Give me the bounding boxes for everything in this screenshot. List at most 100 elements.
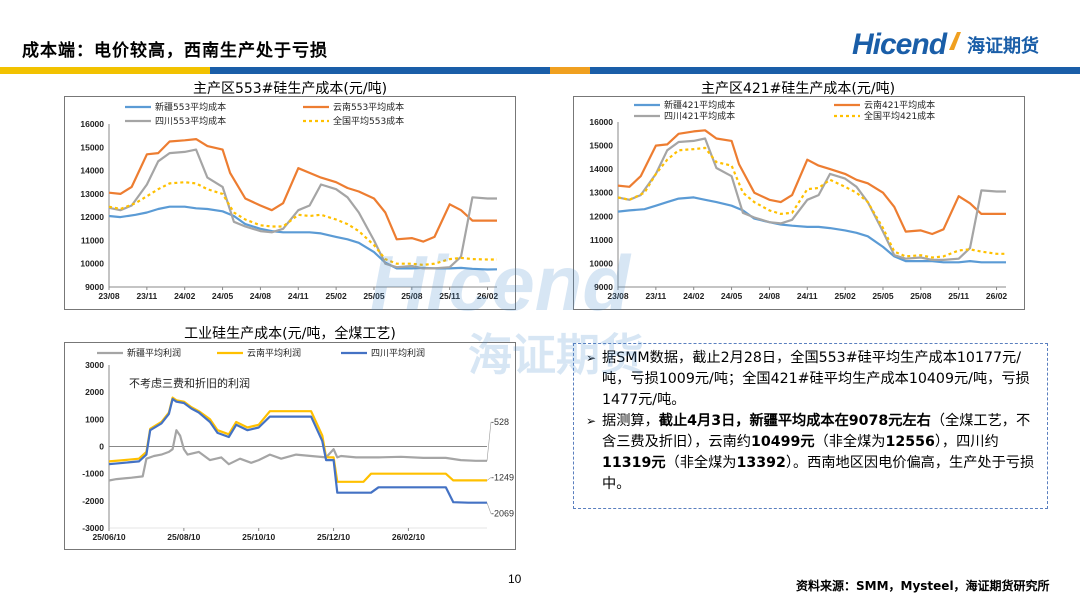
y-tick-label: -2000 [82,496,104,506]
y-tick-label: 16000 [80,119,104,129]
bullet-segment: 12556 [885,434,935,450]
chart-553-panel: 9000 10000 11000 12000 13000 14000 15000 16000 2… [64,96,516,310]
page-number: 10 [508,572,522,586]
end-value-label: -528 [491,417,509,427]
x-tick-label: 24/02 [683,291,705,301]
bullet-segment: 据测算， [602,413,659,429]
y-tick-label: -1000 [82,469,104,479]
header-divider-bar [0,67,1080,74]
legend-label: 四川平均利润 [371,347,425,359]
x-tick-label: 23/11 [136,291,157,301]
y-tick-label: 14000 [589,164,613,174]
logo-mark-icon [949,32,962,50]
series-line-1 [108,205,498,271]
divider-segment [590,67,1080,74]
x-tick-label: 24/08 [759,291,781,301]
x-tick-label: 25/05 [363,291,385,301]
chart-annotation: 不考虑三费和折旧的利润 [129,376,250,390]
y-tick-label: 3000 [85,360,104,370]
bullet-item: ➢ 据测算，截止4月3日，新疆平均成本在9078元左右（全煤工艺，不含三费及折旧… [586,411,1037,495]
logo-text-en: Hicend [852,28,947,61]
x-tick-label: 25/02 [325,291,347,301]
x-tick-label: 25/06/10 [92,532,125,542]
legend-label: 云南421平均成本 [864,99,935,111]
series-line-1 [108,429,487,482]
x-tick-label: 25/12/10 [317,532,350,542]
arrow-bullet-icon: ➢ [586,414,597,428]
x-tick-label: 26/02 [986,291,1008,301]
x-tick-label: 23/08 [607,291,629,301]
series-line-3 [108,148,497,270]
y-tick-label: 9000 [594,282,613,292]
y-tick-label: -3000 [82,523,104,533]
chart-553: 9000 10000 11000 12000 13000 14000 15000 16000 2… [80,101,499,301]
bullet-segment: ），四川约 [934,434,999,450]
arrow-bullet-icon: ➢ [586,351,597,365]
bullet-segment: ）。 [785,455,808,471]
end-label-leader [486,502,492,514]
y-tick-label: 11000 [81,235,104,245]
series-line-1 [617,196,1006,264]
x-tick-label: 24/05 [212,291,234,301]
end-label-leader [486,421,492,461]
x-tick-label: 24/05 [721,291,743,301]
y-tick-label: 15000 [80,142,104,152]
x-tick-label: 24/08 [250,291,272,301]
series-line-3 [108,397,487,504]
profit-chart-title: 工业硅生产成本(元/吨，全煤工艺) [184,326,396,342]
page-title: 成本端：电价较高，西南生产处于亏损 [22,41,328,61]
y-tick-label: 16000 [589,117,613,127]
chart-421-title: 主产区421#硅生产成本(元/吨) [700,81,896,97]
y-tick-label: 11000 [590,235,613,245]
y-tick-label: 14000 [80,166,104,176]
series-line-2 [108,396,487,483]
y-tick-label: 9000 [85,282,104,292]
end-label-leader [486,477,492,481]
x-tick-label: 25/08 [910,291,932,301]
y-tick-label: 10000 [80,259,104,269]
x-tick-label: 24/11 [288,291,309,301]
bullet-text: 据测算，截止4月3日，新疆平均成本在9078元左右（全煤工艺，不含三费及折旧），… [602,411,1037,495]
series-line-3 [617,137,1006,261]
legend-label: 全国平均421成本 [864,110,935,122]
y-tick-label: 1000 [85,414,104,424]
x-tick-label: 25/11 [948,291,969,301]
y-tick-label: 13000 [80,189,104,199]
chart-421: 9000 10000 11000 12000 13000 14000 15000 16000 2… [589,99,1008,301]
chart-421-panel: 9000 10000 11000 12000 13000 14000 15000 16000 2… [573,96,1025,310]
series-line-2 [617,129,1006,236]
x-tick-label: 24/02 [174,291,196,301]
end-value-label: -2069 [491,509,514,519]
bullet-segment: 13392 [736,455,786,471]
x-tick-label: 23/11 [645,291,666,301]
x-tick-label: 26/02 [477,291,499,301]
brand-logo: Hicend 海证期货 [852,28,1039,62]
legend-label: 四川553平均成本 [155,115,226,127]
legend-label: 云南平均利润 [247,347,301,359]
divider-segment [210,67,550,74]
bullet-segment: 西南地区因电价偏高，生产处于亏损中。 [602,455,1035,492]
x-tick-label: 25/02 [834,291,856,301]
source-note: 资料来源：SMM，Mysteel，海证期货研究所 [796,579,1050,593]
series-line-2 [108,137,497,243]
bullet-segment: （非全煤为 [814,434,886,450]
legend-label: 四川421平均成本 [664,110,735,122]
x-tick-label: 25/08/10 [167,532,200,542]
bullet-item: ➢ 据SMM数据，截止2月28日，全国553#硅平均生产成本10177元/吨，亏… [586,348,1037,411]
y-tick-label: 15000 [589,141,613,151]
x-tick-label: 25/05 [872,291,894,301]
legend-label: 全国平均553成本 [333,115,404,127]
legend-label: 新疆平均利润 [127,347,181,359]
logo-text-cn: 海证期货 [967,36,1040,57]
bullet-segment: 10499元 [750,434,815,450]
profit-chart-panel: -3000 -2000 -1000 0 1000 2000 3000 25/06/10 25/0… [64,342,516,550]
divider-segment [0,67,210,74]
profit-chart: -3000 -2000 -1000 0 1000 2000 3000 25/06/10 25/0… [82,347,514,542]
bullet-segment: 据SMM数据，截止2月28日，全国553#硅平均生产成本10177元/吨，亏损1… [602,350,1030,408]
series-line-4 [617,146,1006,259]
y-tick-label: 0 [99,442,104,452]
y-tick-label: 13000 [589,188,613,198]
bullet-segment: 11319元 [602,455,666,471]
legend-label: 云南553平均成本 [333,101,404,113]
end-value-label: -1249 [491,472,514,482]
